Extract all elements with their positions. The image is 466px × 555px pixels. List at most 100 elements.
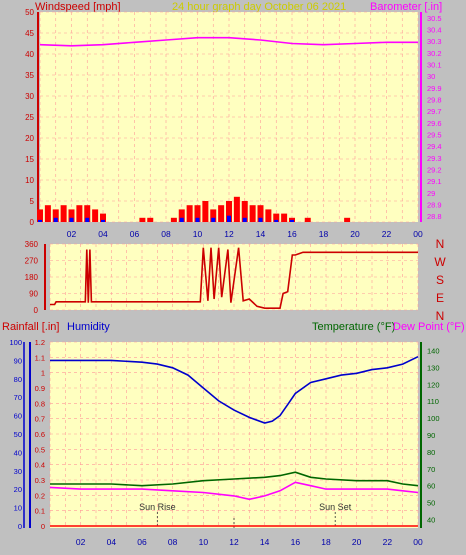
wind-average-bar: [274, 219, 279, 222]
wind-gust-bar: [52, 209, 59, 222]
wind-gust-bar: [249, 205, 256, 222]
rain-tick-label: 0.1: [35, 507, 45, 516]
bottom-x-tick-label: 22: [383, 537, 393, 547]
top-left-tick-label: 20: [25, 134, 34, 143]
top-x-tick-label: 06: [130, 229, 140, 239]
humidity-tick-label: 30: [14, 467, 22, 476]
top-x-tick-label: 02: [67, 229, 77, 239]
barometer-line: [39, 36, 418, 47]
humidity-tick-label: 70: [14, 393, 22, 402]
wind-gust-bar: [186, 205, 193, 222]
top-right-tick-label: 29.9: [427, 84, 442, 93]
wind-average-bar: [53, 217, 58, 222]
top-x-tick-label: 16: [287, 229, 297, 239]
rain-tick-label: 1.2: [35, 338, 45, 347]
wind-gust-bar: [84, 205, 91, 222]
wind-average-bar: [195, 217, 200, 222]
top-left-tick-label: 40: [25, 50, 34, 59]
temperature-tick-label: 130: [427, 363, 440, 372]
dewpoint-axis-title: Dew Point (°F): [393, 321, 465, 333]
humidity-tick-label: 20: [14, 485, 22, 494]
top-right-tick-label: 29: [427, 189, 435, 198]
wind-gust-bar: [60, 205, 67, 222]
temperature-axis-title: Temperature (°F): [312, 321, 395, 333]
top-x-tick-label: 18: [319, 229, 329, 239]
bottom-x-tick-label: 18: [321, 537, 331, 547]
top-x-tick-label: 00: [413, 229, 423, 239]
humidity-tick-label: 80: [14, 375, 22, 384]
wind-average-bar: [69, 217, 74, 222]
compass-label: W: [434, 255, 446, 269]
temperature-tick-label: 60: [427, 482, 435, 491]
wind-gust-bar: [210, 209, 217, 222]
header-title: 24 hour graph day October 06 2021: [172, 1, 346, 13]
bottom-x-tick-label: 02: [76, 537, 86, 547]
humidity-axis-title: Humidity: [67, 321, 110, 333]
wind-gust-bar: [147, 217, 154, 222]
wind-gust-bar: [281, 213, 288, 222]
wind-gust-bar: [241, 201, 248, 222]
wind-average-bar: [290, 219, 294, 222]
bottom-x-tick-label: 12: [229, 537, 239, 547]
wind-gust-bar: [76, 205, 83, 222]
compass-label: N: [436, 237, 445, 251]
sun-marker-label: Sun Set: [319, 502, 352, 512]
rain-axis-title: Rainfall [.in]: [2, 321, 59, 333]
wind-gust-bar: [178, 209, 185, 222]
compass-label: E: [436, 291, 444, 305]
dir-tick-label: 0: [34, 306, 39, 315]
temperature-tick-label: 70: [427, 465, 435, 474]
wind-average-bar: [179, 217, 184, 222]
bottom-x-tick-label: 00: [413, 537, 423, 547]
rain-tick-label: 0.5: [35, 445, 45, 454]
bottom-x-tick-label: 10: [199, 537, 209, 547]
bottom-x-tick-label: 08: [168, 537, 178, 547]
humidity-tick-label: 10: [14, 504, 22, 513]
top-left-tick-label: 10: [25, 176, 34, 185]
rain-tick-label: 0.6: [35, 430, 45, 439]
wind-gust-bar: [194, 205, 201, 222]
top-right-tick-label: 29.3: [427, 154, 442, 163]
header-left-label: Windspeed [mph]: [35, 1, 121, 13]
wind-average-bar: [38, 219, 42, 222]
wind-gust-bar: [68, 209, 75, 222]
wind-gust-bar: [44, 205, 51, 222]
wind-average-bar: [242, 217, 247, 222]
rain-tick-label: 0.7: [35, 415, 45, 424]
wind-gust-bar: [344, 217, 351, 222]
temperature-tick-label: 140: [427, 346, 440, 355]
wind-gust-bar: [170, 217, 177, 222]
humidity-tick-label: 40: [14, 448, 22, 457]
wind-average-bar: [258, 217, 263, 222]
wind-gust-bar: [139, 217, 146, 222]
top-right-tick-label: 30.1: [427, 61, 442, 70]
top-right-tick-label: 29.4: [427, 142, 442, 151]
bottom-x-tick-label: 16: [291, 537, 301, 547]
top-x-tick-label: 22: [382, 229, 392, 239]
top-left-tick-label: 30: [25, 92, 34, 101]
temperature-tick-label: 90: [427, 431, 435, 440]
top-right-tick-label: 30: [427, 72, 435, 81]
wind-average-bar: [211, 217, 216, 222]
bottom-x-tick-label: 20: [352, 537, 362, 547]
top-right-tick-label: 30.3: [427, 37, 442, 46]
top-right-tick-label: 29.5: [427, 131, 442, 140]
temperature-tick-label: 100: [427, 414, 440, 423]
wind-gust-bar: [304, 217, 311, 222]
top-right-tick-label: 29.8: [427, 96, 442, 105]
wind-average-bar: [227, 215, 231, 222]
temperature-tick-label: 120: [427, 380, 440, 389]
dir-tick-label: 180: [25, 273, 39, 282]
rain-tick-label: 0.4: [35, 461, 45, 470]
rain-tick-label: 0.9: [35, 384, 45, 393]
wind-gust-bar: [37, 209, 43, 222]
top-x-tick-label: 20: [350, 229, 360, 239]
top-right-tick-label: 28.8: [427, 212, 442, 221]
temperature-tick-label: 40: [427, 516, 435, 525]
top-right-tick-label: 28.9: [427, 201, 442, 210]
humidity-tick-label: 90: [14, 356, 22, 365]
bottom-x-tick-label: 06: [137, 537, 147, 547]
humidity-tick-label: 100: [9, 338, 22, 347]
wind-gust-bar: [257, 205, 264, 222]
